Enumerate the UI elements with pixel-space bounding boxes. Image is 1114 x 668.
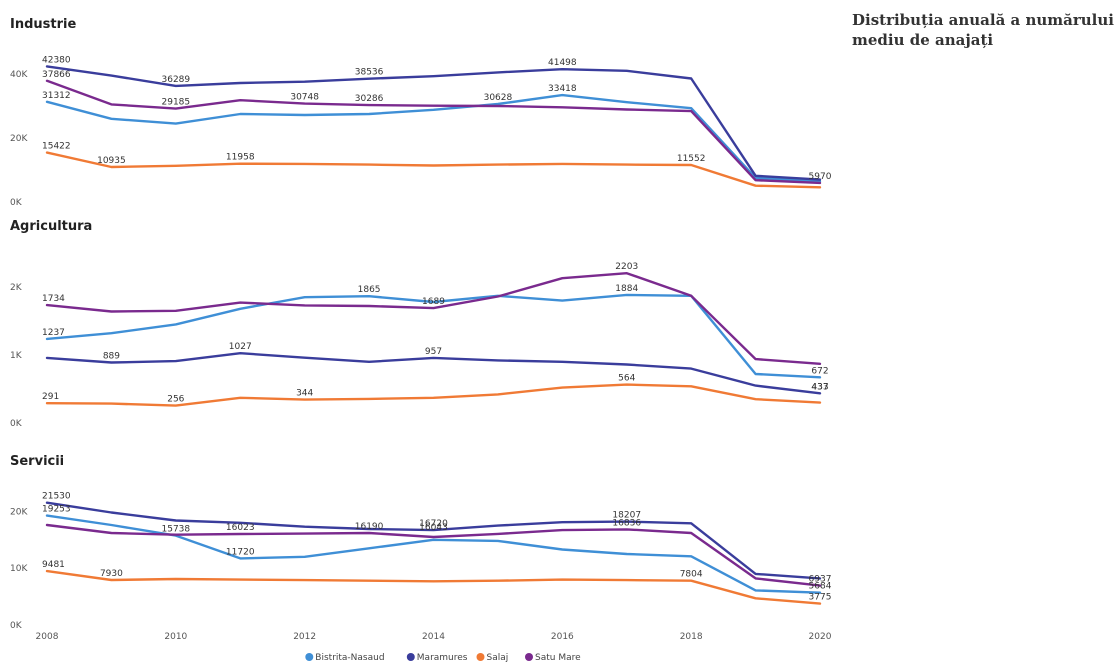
x-tick-label: 2016 xyxy=(551,632,574,642)
data-label: 18207 xyxy=(612,511,641,521)
data-label: 11958 xyxy=(226,153,255,163)
data-label: 1689 xyxy=(422,297,445,307)
data-label: 19253 xyxy=(42,505,71,515)
legend-marker-maramures xyxy=(406,653,415,661)
x-tick-label: 2018 xyxy=(680,632,703,642)
legend-marker-salaj xyxy=(476,653,485,661)
data-label: 1027 xyxy=(229,342,252,352)
panel-title-agricultura: Agricultura xyxy=(10,219,92,234)
legend-label-satu-mare: Satu Mare xyxy=(535,653,581,663)
y-tick-label: 0K xyxy=(10,621,23,631)
data-label: 16043 xyxy=(419,523,448,533)
series-line-satu-mare xyxy=(45,79,822,185)
data-label: 10935 xyxy=(97,156,126,166)
series-line-salaj xyxy=(45,151,822,189)
data-label: 672 xyxy=(811,366,828,376)
panel-title-servicii: Servicii xyxy=(10,454,64,469)
y-tick-label: 20K xyxy=(10,134,28,144)
data-label: 16836 xyxy=(612,518,641,528)
series-line-maramures xyxy=(45,65,822,181)
data-label: 5684 xyxy=(809,582,832,592)
x-tick-label: 2008 xyxy=(36,632,59,642)
data-label: 9481 xyxy=(42,560,65,570)
legend-label-salaj: Salaj xyxy=(487,653,509,663)
data-label: 7930 xyxy=(100,569,123,579)
data-label: 30628 xyxy=(484,93,513,103)
data-label: 21530 xyxy=(42,492,71,502)
data-label: 5970 xyxy=(809,172,832,182)
x-tick-label: 2014 xyxy=(422,632,445,642)
data-label: 11720 xyxy=(226,547,255,557)
data-label: 344 xyxy=(296,389,313,399)
series-line-maramures xyxy=(45,501,822,580)
data-label: 3775 xyxy=(809,593,832,603)
panel-title-industrie: Industrie xyxy=(10,17,76,32)
data-label: 7804 xyxy=(680,570,703,580)
data-label: 564 xyxy=(618,374,635,384)
chart-svg: Industrie 0K 20K 40K 42380 37866 31312 15422 109… xyxy=(10,17,832,663)
data-label: 16720 xyxy=(419,519,448,529)
legend-label-bistrita-nasaud: Bistrita-Nasaud xyxy=(315,653,384,663)
data-label: 11552 xyxy=(677,154,706,164)
data-label: 1237 xyxy=(42,328,65,338)
x-tick-label: 2020 xyxy=(809,632,832,642)
data-label: 437 xyxy=(811,382,828,392)
series-line-salaj xyxy=(45,569,822,605)
chart-title: Distribuția anuală a numărului mediu de … xyxy=(852,11,1114,49)
legend-marker-satu-mare xyxy=(525,653,533,661)
data-label: 1884 xyxy=(615,284,638,294)
data-label: 1865 xyxy=(358,285,381,295)
y-tick-label: 0K xyxy=(10,198,23,208)
legend-label-maramures: Maramures xyxy=(417,653,468,663)
data-label: 16023 xyxy=(226,523,255,533)
data-label: 37866 xyxy=(42,70,71,80)
data-label: 2203 xyxy=(615,262,638,272)
data-label: 16190 xyxy=(355,522,384,532)
y-tick-label: 0K xyxy=(10,419,23,429)
series-line-salaj xyxy=(45,383,822,407)
data-label: 30286 xyxy=(355,94,384,104)
data-label: 42380 xyxy=(42,55,71,65)
data-label: 957 xyxy=(425,347,442,357)
x-tick-label: 2010 xyxy=(164,632,187,642)
series-line-satu-mare xyxy=(45,523,822,587)
data-label: 31312 xyxy=(42,91,71,101)
data-label: 433 xyxy=(811,383,828,393)
y-tick-label: 2K xyxy=(10,283,23,293)
series-line-satu-mare xyxy=(45,272,822,365)
y-tick-label: 20K xyxy=(10,507,28,517)
legend-marker-bistrita-nasaud xyxy=(305,653,314,661)
y-tick-label: 10K xyxy=(10,564,28,574)
data-label: 256 xyxy=(167,395,184,405)
data-label: 1734 xyxy=(42,294,65,304)
series-line-maramures xyxy=(45,352,822,395)
data-label: 38536 xyxy=(355,68,384,78)
y-tick-label: 1K xyxy=(10,351,23,361)
data-label: 36289 xyxy=(162,75,191,85)
series-line-bistrita-nasaud xyxy=(45,93,822,183)
data-label: 15738 xyxy=(162,525,191,535)
data-label: 33418 xyxy=(548,84,577,94)
data-label: 30748 xyxy=(290,93,319,103)
data-label: 6937 xyxy=(809,575,832,585)
data-label: 29185 xyxy=(162,98,191,108)
data-label: 15422 xyxy=(42,142,71,152)
y-tick-label: 40K xyxy=(10,70,28,80)
x-tick-label: 2012 xyxy=(293,632,316,642)
data-label: 291 xyxy=(42,392,59,402)
data-label: 41498 xyxy=(548,58,577,68)
data-label: 889 xyxy=(103,352,120,362)
